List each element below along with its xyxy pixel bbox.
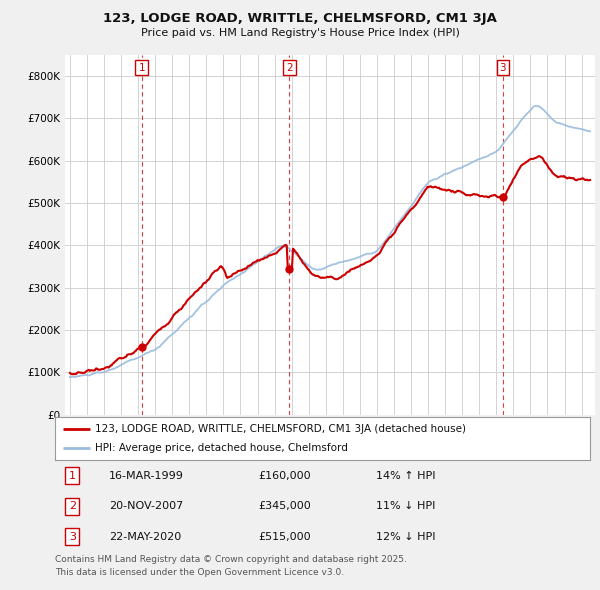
Text: HPI: Average price, detached house, Chelmsford: HPI: Average price, detached house, Chel… [95, 443, 348, 453]
Text: 1: 1 [139, 63, 145, 73]
Text: 12% ↓ HPI: 12% ↓ HPI [376, 532, 436, 542]
Text: Price paid vs. HM Land Registry's House Price Index (HPI): Price paid vs. HM Land Registry's House … [140, 28, 460, 38]
Text: 22-MAY-2020: 22-MAY-2020 [109, 532, 181, 542]
Text: £160,000: £160,000 [259, 471, 311, 481]
Text: 11% ↓ HPI: 11% ↓ HPI [376, 502, 436, 511]
Text: 123, LODGE ROAD, WRITTLE, CHELMSFORD, CM1 3JA: 123, LODGE ROAD, WRITTLE, CHELMSFORD, CM… [103, 12, 497, 25]
Text: 20-NOV-2007: 20-NOV-2007 [109, 502, 183, 511]
Text: £345,000: £345,000 [259, 502, 311, 511]
Text: 2: 2 [286, 63, 293, 73]
Text: 1: 1 [69, 471, 76, 481]
Text: 2: 2 [69, 502, 76, 511]
Text: 3: 3 [69, 532, 76, 542]
Text: £515,000: £515,000 [259, 532, 311, 542]
Text: This data is licensed under the Open Government Licence v3.0.: This data is licensed under the Open Gov… [55, 568, 344, 576]
Text: 123, LODGE ROAD, WRITTLE, CHELMSFORD, CM1 3JA (detached house): 123, LODGE ROAD, WRITTLE, CHELMSFORD, CM… [95, 424, 466, 434]
Text: 3: 3 [499, 63, 506, 73]
Text: 16-MAR-1999: 16-MAR-1999 [109, 471, 184, 481]
Text: 14% ↑ HPI: 14% ↑ HPI [376, 471, 436, 481]
Text: Contains HM Land Registry data © Crown copyright and database right 2025.: Contains HM Land Registry data © Crown c… [55, 555, 407, 563]
